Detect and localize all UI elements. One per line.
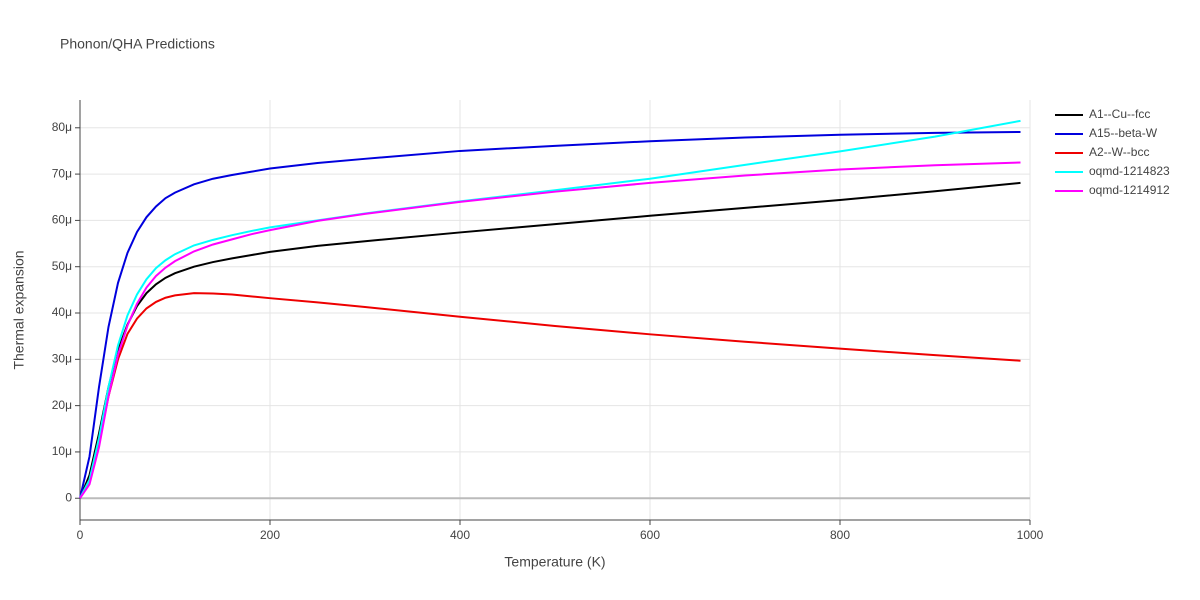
x-tick-label: 200 (260, 528, 280, 542)
series-line (79, 130, 1021, 499)
y-axis-title: Thermal expansion (11, 250, 27, 369)
y-tick-label: 40μ (52, 305, 72, 319)
series-line (79, 161, 1021, 499)
series-line (79, 292, 1021, 499)
y-tick-label: 60μ (52, 213, 72, 227)
y-tick-label: 50μ (52, 259, 72, 273)
legend-label: A2--W--bcc (1089, 145, 1149, 159)
legend-label: oqmd-1214823 (1089, 164, 1170, 178)
y-tick-label: 0 (65, 490, 72, 504)
y-tick-label: 10μ (52, 444, 72, 458)
series-line (79, 181, 1021, 499)
x-axis-title: Temperature (K) (504, 554, 605, 570)
x-tick-label: 600 (640, 528, 660, 542)
y-tick-label: 70μ (52, 166, 72, 180)
x-tick-label: 400 (450, 528, 470, 542)
x-tick-label: 800 (830, 528, 850, 542)
y-tick-label: 80μ (52, 120, 72, 134)
legend-label: A15--beta-W (1089, 126, 1158, 140)
legend-label: oqmd-1214912 (1089, 183, 1170, 197)
series-line (79, 119, 1021, 499)
x-tick-label: 0 (77, 528, 84, 542)
x-tick-label: 1000 (1017, 528, 1044, 542)
legend-label: A1--Cu--fcc (1089, 107, 1150, 121)
chart-title: Phonon/QHA Predictions (60, 36, 215, 52)
y-tick-label: 20μ (52, 398, 72, 412)
y-tick-label: 30μ (52, 351, 72, 365)
